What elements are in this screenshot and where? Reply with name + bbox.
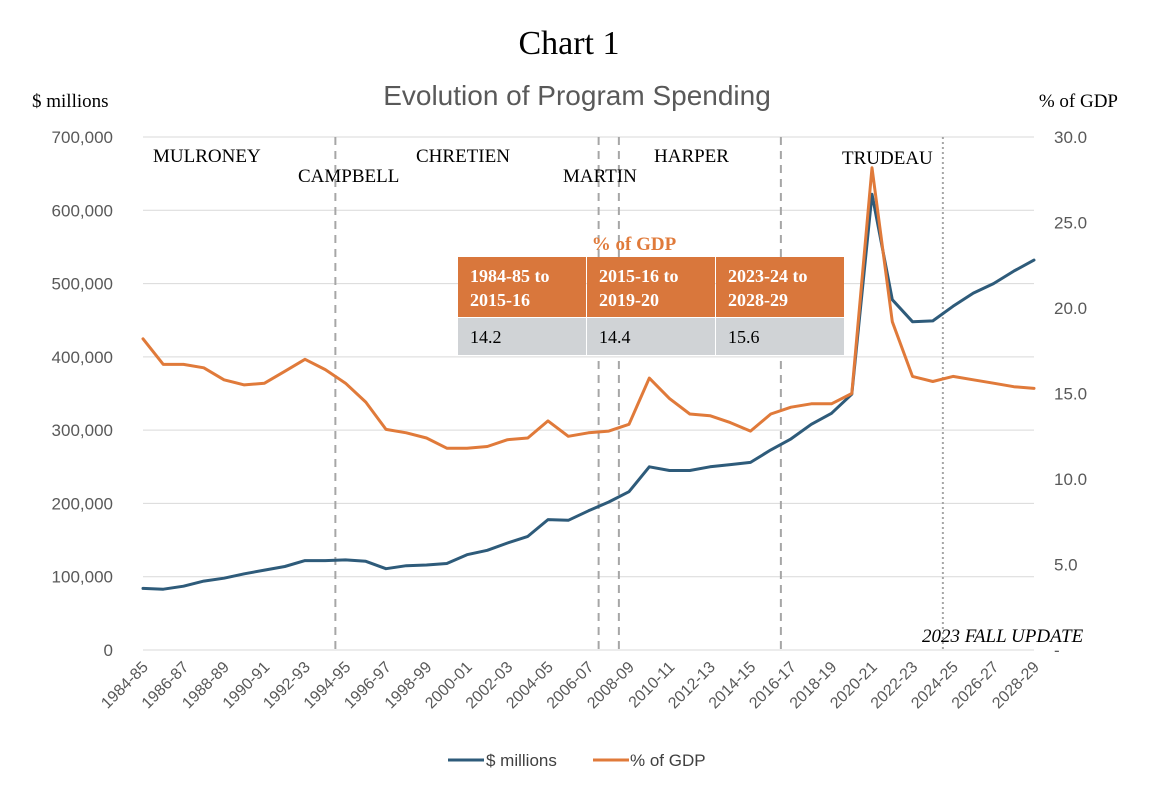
inset-table-header-3-line-2: 2028-29 <box>728 290 788 310</box>
inset-table-header-cell-2 <box>587 257 715 317</box>
series-line-millions <box>141 192 1036 591</box>
right-axis-label: % of GDP <box>1039 91 1118 112</box>
left-y-axis: 0 100,000 200,000 300,000 400,000 500,000 600,… <box>52 128 113 660</box>
right-y-tick-label: 5.0 <box>1054 556 1078 575</box>
left-y-tick-label: 700,000 <box>52 128 113 147</box>
fall-update-note: 2023 FALL UPDATE <box>922 626 1084 647</box>
left-y-tick-label: 100,000 <box>52 568 113 587</box>
left-y-tick-label: 0 <box>104 641 113 660</box>
gridlines <box>143 136 1034 651</box>
series-line-of-gdp <box>141 166 1036 450</box>
left-y-tick-label: 400,000 <box>52 348 113 367</box>
inset-table-header-3-line-1: 2023-24 to <box>728 266 808 286</box>
right-y-axis: - 5.0 10.0 15.0 20.0 25.0 30.0 <box>1054 128 1087 660</box>
right-y-tick-label: 10.0 <box>1054 470 1087 489</box>
right-y-tick-label: 15.0 <box>1054 385 1087 404</box>
legend: $ millions % of GDP <box>448 751 706 770</box>
x-axis: 1984-851986-871988-891990-911992-931994-… <box>98 659 1043 713</box>
inset-table-header-cell-1 <box>458 257 586 317</box>
right-y-tick-label: 25.0 <box>1054 214 1087 233</box>
inset-table-value-2: 14.4 <box>599 327 631 347</box>
chart-title: Evolution of Program Spending <box>383 80 771 111</box>
era-label-martin: MARTIN <box>563 166 637 187</box>
inset-table-value-cell-3 <box>716 318 844 355</box>
inset-table-value-3: 15.6 <box>728 327 760 347</box>
series-lines <box>141 166 1036 591</box>
left-y-tick-label: 600,000 <box>52 201 113 220</box>
inset-table-header-1-line-1: 1984-85 to <box>470 266 550 286</box>
inset-table-value-1: 14.2 <box>470 327 502 347</box>
inset-table-title: % of GDP <box>592 234 677 255</box>
inset-table-header-2-line-2: 2019-20 <box>599 290 659 310</box>
era-label-chretien: CHRETIEN <box>416 146 510 167</box>
left-axis-label: $ millions <box>32 91 109 112</box>
left-y-tick-label: 200,000 <box>52 494 113 513</box>
inset-table-value-cell-2 <box>587 318 715 355</box>
right-y-tick-label: 30.0 <box>1054 128 1087 147</box>
inset-table-header-cell-3 <box>716 257 844 317</box>
left-y-tick-label: 300,000 <box>52 421 113 440</box>
era-label-trudeau: TRUDEAU <box>842 148 933 169</box>
era-label-campbell: CAMPBELL <box>298 166 399 187</box>
inset-table-header-2-line-1: 2015-16 to <box>599 266 679 286</box>
inset-table-header-1-line-2: 2015-16 <box>470 290 530 310</box>
inset-table-value-cell-1 <box>458 318 586 355</box>
right-y-tick-label: - <box>1054 641 1060 660</box>
legend-label-pct-gdp: % of GDP <box>630 751 706 770</box>
chart-header-title: Chart 1 <box>518 25 619 62</box>
legend-label-millions: $ millions <box>486 751 557 770</box>
era-label-harper: HARPER <box>654 146 729 167</box>
inset-table: % of GDP 1984-85 to 2015-16 2015-16 to 2… <box>458 234 844 355</box>
right-y-tick-label: 20.0 <box>1054 299 1087 318</box>
left-y-tick-label: 500,000 <box>52 275 113 294</box>
era-dividers <box>334 137 944 650</box>
era-label-mulroney: MULRONEY <box>153 146 261 167</box>
era-labels: MULRONEY CAMPBELL CHRETIEN MARTIN HARPER… <box>153 146 933 187</box>
